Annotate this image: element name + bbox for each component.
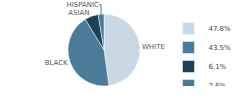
svg-text:43.5%: 43.5%: [208, 44, 231, 52]
svg-text:WHITE: WHITE: [142, 43, 165, 51]
svg-text:2.6%: 2.6%: [208, 82, 226, 86]
svg-text:ASIAN: ASIAN: [68, 9, 89, 17]
svg-text:HISPANIC: HISPANIC: [66, 1, 99, 9]
svg-text:6.1%: 6.1%: [208, 63, 226, 71]
svg-text:47.8%: 47.8%: [208, 25, 231, 33]
svg-text:BLACK: BLACK: [45, 59, 68, 67]
